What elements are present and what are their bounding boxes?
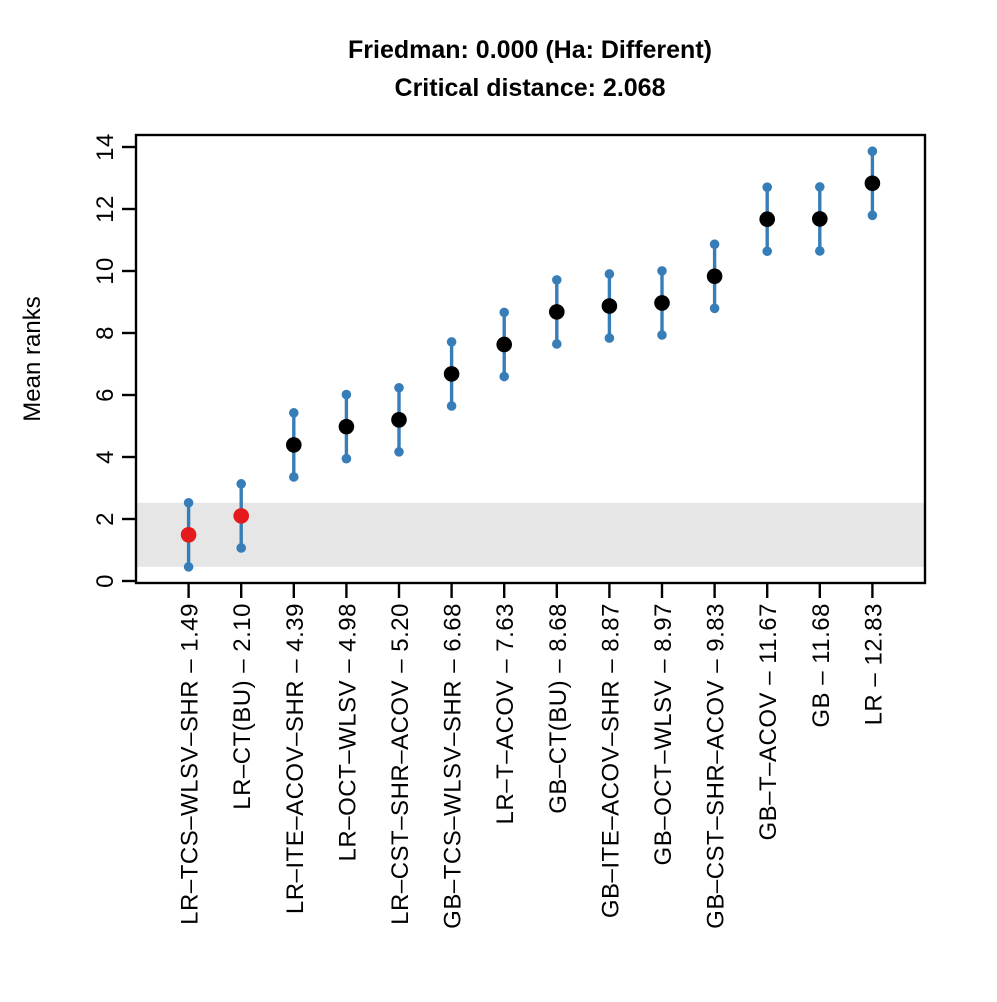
interval-lower-endpoint — [183, 562, 194, 572]
interval-lower-endpoint — [552, 339, 562, 349]
y-tick-label: 4 — [92, 450, 119, 464]
interval-lower-endpoint — [341, 453, 352, 464]
y-tick-label: 10 — [92, 257, 119, 285]
x-tick-label: LR–OCT–WLSV – 4.98 — [334, 603, 361, 861]
interval-upper-endpoint — [604, 269, 615, 279]
interval-upper-endpoint — [552, 275, 562, 285]
interval-upper-endpoint — [657, 266, 667, 276]
x-tick-label: LR–CST–SHR–ACOV – 5.20 — [387, 603, 414, 925]
y-tick-label: 12 — [92, 195, 119, 223]
interval-lower-endpoint — [289, 472, 299, 482]
interval-lower-endpoint — [657, 330, 667, 340]
interval-lower-endpoint — [394, 447, 404, 457]
x-tick-label: GB–CT(BU) – 8.68 — [545, 603, 572, 814]
mean-rank-point — [601, 298, 618, 314]
interval-upper-endpoint — [499, 307, 510, 318]
x-tick-label: LR–CT(BU) – 2.10 — [229, 603, 256, 810]
critical-distance-band — [137, 502, 924, 567]
x-tick-label: GB–ITE–ACOV–SHR – 8.87 — [597, 603, 624, 918]
chart-subtitle: Critical distance: 2.068 — [395, 74, 666, 102]
interval-lower-endpoint — [604, 333, 615, 343]
mean-rank-point — [706, 268, 723, 285]
y-tick-label: 8 — [92, 326, 119, 340]
x-tick-label: GB–T–ACOV – 11.67 — [755, 603, 782, 841]
mean-rank-point — [864, 175, 881, 192]
mean-rank-point-best — [180, 527, 197, 543]
plot-border — [134, 133, 927, 585]
x-tick-label: LR–ITE–ACOV–SHR – 4.39 — [282, 603, 309, 914]
interval-lower-endpoint — [446, 401, 457, 411]
interval-upper-endpoint — [236, 479, 246, 489]
interval-upper-endpoint — [341, 389, 352, 400]
x-tick-label: GB–TCS–WLSV–SHR – 6.68 — [440, 603, 467, 929]
interval-upper-endpoint — [446, 337, 457, 347]
mean-rank-point — [812, 211, 828, 227]
y-tick-label: 2 — [92, 512, 119, 526]
mean-rank-point — [391, 412, 407, 428]
interval-lower-endpoint — [815, 246, 825, 256]
mean-rank-point — [549, 304, 565, 320]
chart-title: Friedman: 0.000 (Ha: Different) — [348, 36, 712, 64]
interval-upper-endpoint — [289, 408, 299, 418]
mean-rank-point-best — [233, 508, 249, 524]
interval-upper-endpoint — [394, 382, 404, 393]
mean-rank-point — [496, 336, 512, 353]
x-tick-label: GB–CST–SHR–ACOV – 9.83 — [703, 603, 730, 929]
y-tick-label: 0 — [92, 574, 119, 588]
mean-rank-point — [286, 437, 302, 453]
x-tick-label: GB – 11.68 — [808, 603, 835, 728]
interval-upper-endpoint — [183, 497, 194, 508]
interval-lower-endpoint — [709, 303, 720, 314]
mean-rank-point — [338, 418, 355, 435]
interval-lower-endpoint — [236, 543, 246, 553]
interval-lower-endpoint — [499, 371, 510, 382]
mean-rank-point — [759, 211, 775, 228]
x-tick-label: GB–OCT–WLSV – 8.97 — [650, 603, 677, 865]
interval-upper-endpoint — [815, 182, 825, 192]
mean-rank-point — [443, 366, 460, 382]
x-tick-label: LR–TCS–WLSV–SHR – 1.49 — [177, 603, 204, 925]
y-tick-label: 14 — [92, 133, 119, 161]
interval-upper-endpoint — [709, 239, 720, 250]
y-axis-title: Mean ranks — [19, 296, 46, 421]
mean-rank-point — [654, 295, 670, 311]
x-tick-label: LR – 12.83 — [860, 603, 887, 725]
axes-layer: 0 2 4 6 8 10 12 14 LR–TCS–WLSV–SHR – 1.49 LR–CT(B… — [92, 133, 927, 929]
data-points-layer — [180, 146, 881, 572]
interval-lower-endpoint — [762, 246, 772, 257]
interval-upper-endpoint — [762, 182, 772, 192]
x-tick-label: LR–T–ACOV – 7.63 — [492, 603, 519, 824]
critical-distance-band-layer — [137, 502, 924, 567]
interval-upper-endpoint — [867, 146, 878, 157]
interval-lower-endpoint — [867, 210, 878, 221]
y-tick-label: 6 — [92, 388, 119, 402]
